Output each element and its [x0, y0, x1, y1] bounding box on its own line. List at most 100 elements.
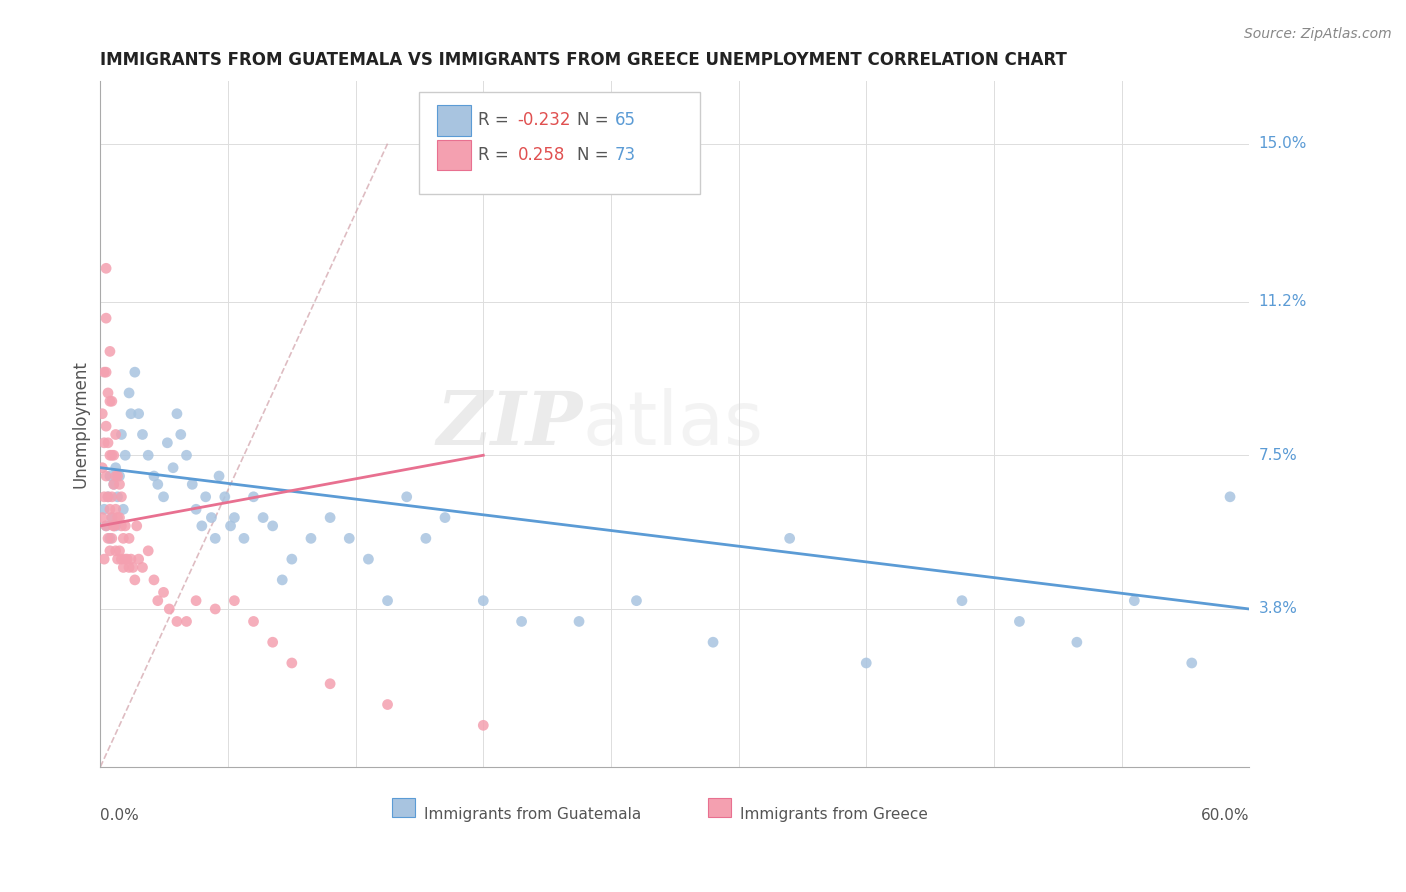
- Point: [107, 510, 129, 524]
- Point: [176, 448, 198, 462]
- Point: [1008, 615, 1031, 629]
- Point: [143, 469, 166, 483]
- Point: [166, 407, 188, 421]
- Point: [357, 552, 380, 566]
- Point: [93, 365, 115, 379]
- Text: atlas: atlas: [583, 388, 763, 460]
- Point: [104, 469, 127, 483]
- Point: [107, 552, 129, 566]
- Point: [152, 490, 174, 504]
- Point: [166, 615, 188, 629]
- Point: [91, 510, 114, 524]
- Point: [101, 448, 124, 462]
- Point: [94, 519, 117, 533]
- Point: [101, 532, 124, 546]
- Point: [128, 552, 150, 566]
- Point: [118, 560, 141, 574]
- Point: [108, 544, 131, 558]
- Point: [114, 448, 136, 462]
- Point: [1123, 593, 1146, 607]
- Text: 65: 65: [614, 112, 636, 129]
- Point: [152, 585, 174, 599]
- Point: [242, 490, 264, 504]
- Point: [101, 394, 124, 409]
- Point: [93, 552, 115, 566]
- Point: [219, 519, 242, 533]
- Point: [94, 469, 117, 483]
- Point: [1219, 490, 1241, 504]
- Point: [194, 490, 217, 504]
- Point: [131, 560, 153, 574]
- Point: [94, 311, 117, 326]
- Point: [395, 490, 418, 504]
- Point: [271, 573, 294, 587]
- Point: [104, 427, 127, 442]
- Point: [97, 386, 120, 401]
- FancyBboxPatch shape: [392, 797, 415, 817]
- Text: 11.2%: 11.2%: [1258, 294, 1308, 309]
- Point: [104, 519, 127, 533]
- Point: [107, 490, 129, 504]
- Point: [110, 519, 132, 533]
- Point: [101, 510, 124, 524]
- Point: [104, 460, 127, 475]
- Point: [97, 490, 120, 504]
- FancyBboxPatch shape: [419, 92, 700, 194]
- Point: [108, 477, 131, 491]
- Point: [104, 502, 127, 516]
- Point: [204, 532, 226, 546]
- Point: [118, 532, 141, 546]
- Point: [110, 552, 132, 566]
- Point: [98, 344, 121, 359]
- Point: [93, 490, 115, 504]
- Point: [122, 560, 145, 574]
- Point: [108, 510, 131, 524]
- Text: N =: N =: [576, 112, 609, 129]
- Point: [112, 502, 135, 516]
- Point: [115, 552, 138, 566]
- Point: [136, 448, 159, 462]
- Point: [91, 407, 114, 421]
- Point: [626, 593, 648, 607]
- Point: [114, 552, 136, 566]
- Point: [97, 490, 120, 504]
- Point: [204, 602, 226, 616]
- Point: [128, 407, 150, 421]
- Point: [510, 615, 533, 629]
- Text: R =: R =: [478, 145, 509, 164]
- Point: [98, 544, 121, 558]
- Point: [224, 593, 246, 607]
- Point: [94, 365, 117, 379]
- Point: [176, 615, 198, 629]
- Text: 0.0%: 0.0%: [100, 808, 139, 823]
- Point: [242, 615, 264, 629]
- Point: [110, 427, 132, 442]
- Text: 7.5%: 7.5%: [1258, 448, 1298, 463]
- Point: [299, 532, 322, 546]
- Point: [103, 519, 125, 533]
- Point: [319, 677, 342, 691]
- Point: [377, 698, 399, 712]
- Point: [114, 519, 136, 533]
- Point: [110, 490, 132, 504]
- Point: [98, 532, 121, 546]
- Point: [91, 460, 114, 475]
- Text: Source: ZipAtlas.com: Source: ZipAtlas.com: [1244, 27, 1392, 41]
- Point: [101, 490, 124, 504]
- Point: [779, 532, 801, 546]
- Point: [162, 460, 184, 475]
- Point: [98, 502, 121, 516]
- Point: [124, 573, 146, 587]
- Point: [702, 635, 724, 649]
- FancyBboxPatch shape: [437, 105, 471, 136]
- Point: [1181, 656, 1204, 670]
- Point: [125, 519, 148, 533]
- Y-axis label: Unemployment: Unemployment: [72, 360, 89, 488]
- Text: R =: R =: [478, 112, 509, 129]
- Point: [103, 477, 125, 491]
- Point: [855, 656, 877, 670]
- Point: [146, 477, 169, 491]
- Point: [472, 718, 495, 732]
- Point: [434, 510, 457, 524]
- Text: 15.0%: 15.0%: [1258, 136, 1308, 151]
